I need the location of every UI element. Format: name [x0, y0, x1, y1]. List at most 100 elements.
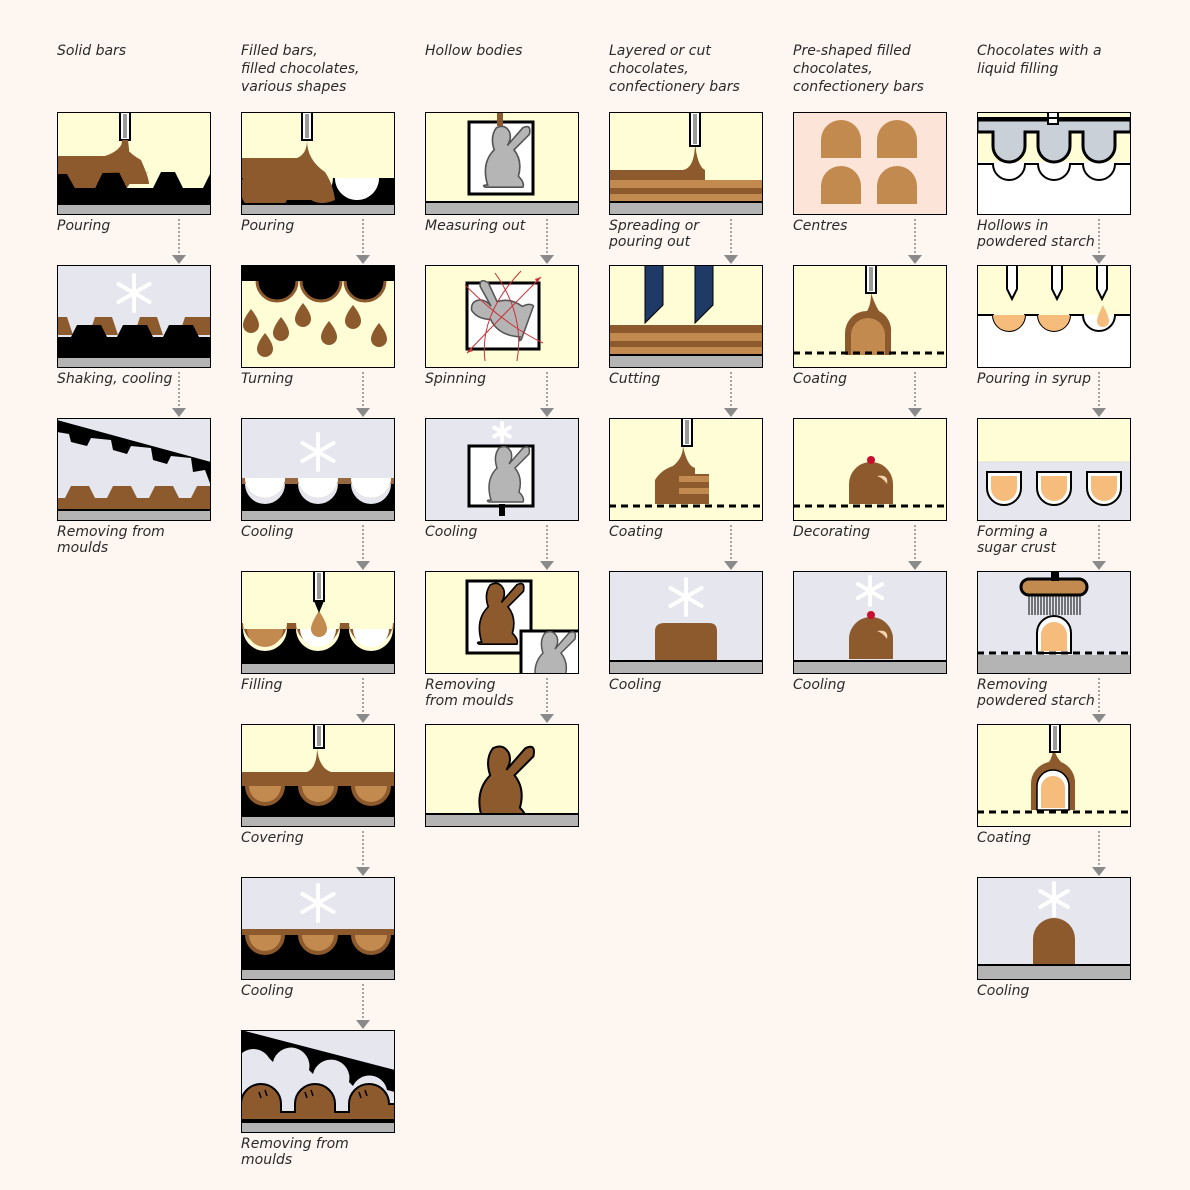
process-step [425, 724, 579, 827]
step-label: Turning [241, 371, 294, 387]
next-step-arrow-icon [172, 219, 186, 264]
process-step: Turning [241, 265, 395, 417]
step-label: Removing from moulds [57, 524, 165, 556]
next-step-arrow-icon [356, 984, 370, 1029]
step-label: Decorating [793, 524, 871, 540]
process-step: Cooling [793, 571, 947, 693]
step-illustration-cool-liquid [977, 877, 1131, 980]
step-illustration-pour-filled [241, 112, 395, 215]
step-illustration-crust [977, 418, 1131, 521]
next-step-arrow-icon [1092, 678, 1106, 723]
step-label: Covering [241, 830, 304, 846]
process-step: Pouring [57, 112, 211, 264]
step-illustration-coat-centre [793, 265, 947, 368]
next-step-arrow-icon [908, 219, 922, 264]
process-step: Removing powdered starch [977, 571, 1131, 723]
step-illustration-bunny [425, 724, 579, 827]
step-illustration-measure [425, 112, 579, 215]
step-label: Cooling [425, 524, 478, 540]
step-illustration-coat-layer [609, 418, 763, 521]
process-step: Removing from moulds [241, 1030, 395, 1168]
step-illustration-cutting [609, 265, 763, 368]
process-step: Coating [793, 265, 947, 417]
step-illustration-turning [241, 265, 395, 368]
next-step-arrow-icon [540, 372, 554, 417]
next-step-arrow-icon [724, 372, 738, 417]
next-step-arrow-icon [1092, 219, 1106, 264]
process-step: Cooling [241, 877, 395, 1029]
process-step: Removing from moulds [425, 571, 579, 723]
step-illustration-cool-decorated [793, 571, 947, 674]
step-illustration-decorate [793, 418, 947, 521]
step-illustration-cool-layer [609, 571, 763, 674]
step-label: Pouring in syrup [977, 371, 1092, 387]
column-title: Filled bars, filled chocolates, various … [241, 43, 360, 95]
next-step-arrow-icon [724, 219, 738, 264]
step-label: Removing from moulds [241, 1136, 349, 1168]
step-label: Forming a sugar crust [977, 524, 1056, 556]
next-step-arrow-icon [1092, 372, 1106, 417]
next-step-arrow-icon [540, 678, 554, 723]
next-step-arrow-icon [1092, 831, 1106, 876]
step-illustration-cool-covered [241, 877, 395, 980]
process-step: Measuring out [425, 112, 579, 264]
column-title: Pre-shaped filled chocolates, confection… [793, 43, 924, 95]
step-label: Spinning [425, 371, 487, 387]
column-title: Layered or cut chocolates, confectionery… [609, 43, 740, 95]
next-step-arrow-icon [908, 372, 922, 417]
step-illustration-remove-solid [57, 418, 211, 521]
column-title: Hollow bodies [425, 43, 523, 59]
next-step-arrow-icon [540, 219, 554, 264]
column-0: Solid bars Pouring [57, 0, 211, 1190]
column-5: Chocolates with a liquid filling Hollows… [977, 0, 1131, 1190]
next-step-arrow-icon [356, 219, 370, 264]
process-step: Coating [609, 418, 763, 570]
process-step: Forming a sugar crust [977, 418, 1131, 570]
column-4: Pre-shaped filled chocolates, confection… [793, 0, 947, 1190]
next-step-arrow-icon [356, 525, 370, 570]
process-step: Filling [241, 571, 395, 723]
step-illustration-pour-solid [57, 112, 211, 215]
next-step-arrow-icon [356, 831, 370, 876]
process-step: Pouring in syrup [977, 265, 1131, 417]
step-label: Spreading or pouring out [609, 218, 700, 250]
process-step: Decorating [793, 418, 947, 570]
process-step: Centres [793, 112, 947, 264]
next-step-arrow-icon [540, 525, 554, 570]
next-step-arrow-icon [1092, 525, 1106, 570]
step-illustration-remove-hollow [425, 571, 579, 674]
process-step: Cooling [609, 571, 763, 693]
step-illustration-cool-hollow [425, 418, 579, 521]
process-step: Cooling [241, 418, 395, 570]
step-illustration-filling [241, 571, 395, 674]
step-label: Centres [793, 218, 848, 234]
step-illustration-coat-liquid [977, 724, 1131, 827]
step-label: Filling [241, 677, 283, 693]
next-step-arrow-icon [172, 372, 186, 417]
next-step-arrow-icon [908, 525, 922, 570]
step-label: Removing from moulds [425, 677, 514, 709]
process-step: Coating [977, 724, 1131, 876]
step-illustration-centres [793, 112, 947, 215]
step-label: Coating [609, 524, 664, 540]
step-label: Removing powdered starch [977, 677, 1095, 709]
step-label: Pouring [241, 218, 295, 234]
step-label: Cooling [977, 983, 1030, 999]
next-step-arrow-icon [724, 525, 738, 570]
step-illustration-remove-filled [241, 1030, 395, 1133]
step-illustration-covering [241, 724, 395, 827]
process-step: Pouring [241, 112, 395, 264]
process-step: Hollows in powdered starch [977, 112, 1131, 264]
step-illustration-spread [609, 112, 763, 215]
process-step: Covering [241, 724, 395, 876]
step-label: Shaking, cooling [57, 371, 173, 387]
step-label: Cooling [793, 677, 846, 693]
step-label: Coating [977, 830, 1032, 846]
next-step-arrow-icon [356, 372, 370, 417]
step-label: Measuring out [425, 218, 526, 234]
step-illustration-shake-cool [57, 265, 211, 368]
step-illustration-brush [977, 571, 1131, 674]
step-label: Pouring [57, 218, 111, 234]
process-step: Spreading or pouring out [609, 112, 763, 264]
process-step: Cutting [609, 265, 763, 417]
